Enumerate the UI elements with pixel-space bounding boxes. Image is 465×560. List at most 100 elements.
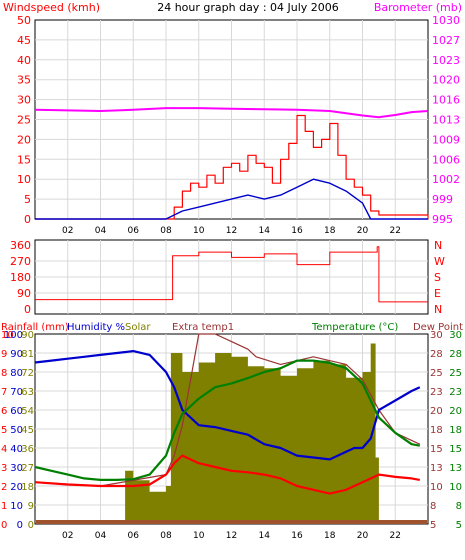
windspeed-tick-label: 0 [24,213,31,226]
humidity-tick-label: 50 [10,425,23,436]
solar-tick-label: 27 [21,463,34,474]
humidity-tick-label: 80 [10,368,23,379]
solar-tick-label: 0 [28,520,34,531]
windspeed-tick-label: 5 [24,193,31,206]
x-tick-label: 16 [291,226,303,236]
windspeed-tick-label: 50 [17,14,31,27]
humidity-tick-label: 60 [10,406,23,417]
series-layer [34,107,429,524]
barometer-tick-label: 1009 [432,133,460,146]
compass-tick-label: N [434,239,442,252]
x-tick-label: 08 [160,226,172,236]
temperature-axis-label: Temperature (°C) [311,322,398,333]
x-tick-label: 10 [193,531,205,541]
x-tick-label: 08 [160,531,172,541]
windspeed-tick-label: 15 [17,153,31,166]
temperature-tick-label: 18 [449,425,462,436]
extra-temp-tick-label: 15 [430,444,443,455]
humidity-tick-label: 90 [10,349,23,360]
x-tick-label: 04 [95,531,107,541]
temperature-tick-label: 8 [456,501,462,512]
x-tick-label: 20 [357,226,369,236]
temperature-tick-label: 10 [449,482,462,493]
x-tick-label: 06 [128,226,140,236]
windspeed-line [35,114,429,220]
barometer-tick-label: 1006 [432,153,460,166]
windspeed-tick-label: 10 [17,173,31,186]
windspeed-tick-label: 35 [17,74,31,87]
x-tick-label: 16 [291,531,303,541]
windspeed-tick-label: 20 [17,133,31,146]
x-tick-label: 14 [259,531,271,541]
humidity-tick-label: 30 [10,463,23,474]
solar-tick-label: 18 [21,482,34,493]
direction-tick-label: 90 [17,287,31,300]
x-tick-label: 12 [226,226,237,236]
windspeed-tick-label: 45 [17,34,31,47]
x-tick-label: 22 [390,531,401,541]
solar-tick-label: 90 [21,330,34,341]
windspeed-axis-label: Windspeed (kmh) [3,1,100,14]
solar-tick-label: 81 [21,349,34,360]
extra-temp-tick-label: 25 [430,368,443,379]
direction-tick-label: 0 [24,303,31,316]
x-tick-label: 04 [95,226,107,236]
barometer-tick-label: 1020 [432,74,460,87]
solar-tick-label: 72 [21,368,34,379]
humidity-line [34,350,421,461]
barometer-axis-label: Barometer (mb) [374,1,462,14]
compass-tick-label: E [434,287,441,300]
barometer-tick-label: 995 [432,213,453,226]
x-tick-label: 02 [62,226,73,236]
graph-title: 24 hour graph day : 04 July 2006 [157,1,339,14]
extra-temp-tick-label: 30 [430,330,443,341]
humidity-tick-label: 20 [10,482,23,493]
extra-temp-tick-label: 20 [430,406,443,417]
humidity-axis-label: Humidity % [67,322,125,333]
direction-tick-label: 180 [10,271,31,284]
humidity-tick-label: 40 [10,444,23,455]
rainfall-tick-label: 8 [1,368,7,379]
extra-temp-axis-label: Extra temp1 [172,322,234,333]
compass-tick-label: W [434,255,445,268]
solar-tick-label: 63 [21,387,34,398]
axis-ticks: 0202040406060808101012121414161618182020… [1,14,462,541]
rainfall-tick-label: 0 [1,520,7,531]
extra-temp-tick-label: 10 [430,482,443,493]
wind-average-line [35,178,428,220]
x-tick-label: 22 [390,226,401,236]
humidity-tick-label: 0 [17,520,23,531]
x-tick-label: 14 [259,226,271,236]
compass-tick-label: S [434,271,441,284]
temperature-tick-label: 13 [449,463,462,474]
windspeed-tick-label: 40 [17,54,31,67]
barometer-line [34,107,429,119]
direction-tick-label: 360 [10,239,31,252]
solar-tick-label: 45 [21,425,34,436]
barometer-tick-label: 1023 [432,54,460,67]
barometer-tick-label: 1030 [432,14,460,27]
solar-tick-label: 9 [28,501,34,512]
solar-axis-label: Solar [125,322,151,333]
solar-tick-label: 54 [21,406,34,417]
windspeed-tick-label: 25 [17,114,31,127]
temperature-tick-label: 23 [449,387,462,398]
rainfall-tick-label: 7 [1,387,7,398]
barometer-tick-label: 1027 [432,34,460,47]
rainfall-tick-label: 1 [1,501,7,512]
rainfall-tick-label: 9 [1,349,7,360]
solar-tick-label: 36 [21,444,34,455]
rainfall-tick-label: 2 [1,482,7,493]
humidity-tick-label: 100 [4,330,23,341]
direction-tick-label: 270 [10,255,31,268]
barometer-tick-label: 999 [432,193,453,206]
extra-temp-tick-label: 5 [430,520,436,531]
extra-temp-tick-label: 23 [430,387,443,398]
rainfall-tick-label: 4 [1,444,7,455]
rainfall-tick-label: 6 [1,406,7,417]
temperature-tick-label: 30 [449,330,462,341]
extra-temp-tick-label: 18 [430,425,443,436]
rainfall-tick-label: 3 [1,463,7,474]
temperature-tick-label: 25 [449,368,462,379]
